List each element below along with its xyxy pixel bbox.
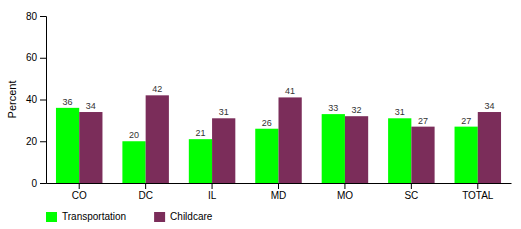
y-tick-mark bbox=[40, 100, 46, 101]
legend-label: Childcare bbox=[170, 211, 213, 222]
x-tick-label: MO bbox=[337, 190, 353, 201]
x-tick-mark bbox=[145, 183, 146, 189]
y-tick: 0 bbox=[31, 178, 46, 189]
x-tick-mark bbox=[477, 183, 478, 189]
data-label: 31 bbox=[395, 107, 405, 117]
bars bbox=[56, 95, 501, 183]
legend-item: Childcare bbox=[154, 211, 213, 222]
x-tick: MD bbox=[271, 183, 287, 201]
data-label: 34 bbox=[86, 101, 96, 111]
bar bbox=[122, 141, 145, 183]
bar bbox=[279, 97, 302, 183]
x-tick-label: MD bbox=[271, 190, 287, 201]
x-tick-label: DC bbox=[138, 190, 152, 201]
data-label: 42 bbox=[152, 84, 162, 94]
y-tick-label: 20 bbox=[26, 136, 38, 147]
y-tick-mark bbox=[40, 58, 46, 59]
y-tick: 80 bbox=[26, 11, 46, 22]
bar-series bbox=[79, 95, 501, 183]
data-label: 32 bbox=[352, 105, 362, 115]
bar bbox=[345, 116, 368, 183]
x-tick-label: CO bbox=[72, 190, 87, 201]
y-tick: 60 bbox=[26, 52, 46, 63]
x-tick: SC bbox=[404, 183, 418, 201]
y-tick-mark bbox=[40, 16, 46, 17]
x-tick: CO bbox=[72, 183, 87, 201]
y-tick: 40 bbox=[26, 94, 46, 105]
y-tick-label: 40 bbox=[26, 94, 38, 105]
legend-item: Transportation bbox=[46, 211, 126, 222]
bar bbox=[255, 129, 278, 183]
y-tick-label: 80 bbox=[26, 11, 38, 22]
x-tick-mark bbox=[212, 183, 213, 189]
bar-series bbox=[56, 108, 478, 183]
y-tick-mark bbox=[40, 183, 46, 184]
bar bbox=[189, 139, 212, 183]
y-axis-line bbox=[40, 17, 47, 184]
x-tick: IL bbox=[208, 183, 217, 201]
data-label: 34 bbox=[484, 101, 494, 111]
x-tick-mark bbox=[278, 183, 279, 189]
x-axis: CO DC IL MD MO SC TOTAL bbox=[47, 183, 512, 201]
bar bbox=[56, 108, 79, 183]
x-tick-mark bbox=[79, 183, 80, 189]
legend-swatch bbox=[154, 212, 165, 222]
x-tick-label: SC bbox=[404, 190, 418, 201]
bar bbox=[322, 114, 345, 183]
y-axis: 0 20 40 60 80 bbox=[26, 11, 47, 189]
bar bbox=[146, 95, 169, 183]
bar bbox=[79, 112, 102, 183]
data-label: 20 bbox=[129, 130, 139, 140]
bar bbox=[388, 118, 411, 183]
data-label: 31 bbox=[219, 107, 229, 117]
y-tick: 20 bbox=[26, 136, 46, 147]
chart-container: 0 20 40 60 80 CO DC IL MD MO SC TOTAL 36 20 21 26 33 31 27… bbox=[0, 0, 521, 229]
bar bbox=[411, 127, 434, 183]
x-tick: MO bbox=[337, 183, 353, 201]
data-label: 33 bbox=[328, 103, 338, 113]
x-tick-mark bbox=[411, 183, 412, 189]
x-tick: DC bbox=[138, 183, 152, 201]
chart-svg: 0 20 40 60 80 CO DC IL MD MO SC TOTAL 36 20 21 26 33 31 27… bbox=[0, 0, 521, 229]
x-tick-label: IL bbox=[208, 190, 217, 201]
data-labels: 36 20 21 26 33 31 27 34 42 31 41 32 27 34 bbox=[63, 84, 495, 140]
y-tick-label: 0 bbox=[31, 178, 37, 189]
y-tick-mark bbox=[40, 141, 46, 142]
legend-label: Transportation bbox=[62, 211, 126, 222]
data-label: 27 bbox=[418, 116, 428, 126]
data-label: 26 bbox=[262, 118, 272, 128]
x-tick-label: TOTAL bbox=[462, 190, 494, 201]
legend-swatch bbox=[46, 212, 57, 222]
legend: Transportation Childcare bbox=[46, 211, 213, 222]
x-tick: TOTAL bbox=[462, 183, 494, 201]
data-label: 21 bbox=[195, 128, 205, 138]
data-label: 27 bbox=[461, 116, 471, 126]
bar bbox=[478, 112, 501, 183]
x-tick-mark bbox=[344, 183, 345, 189]
bar bbox=[212, 118, 235, 183]
plot-area: 0 20 40 60 80 CO DC IL MD MO SC TOTAL 36 20 21 26 33 31 27… bbox=[26, 11, 512, 201]
y-tick-label: 60 bbox=[26, 52, 38, 63]
data-label: 36 bbox=[63, 97, 73, 107]
y-axis-title: Percent bbox=[6, 81, 18, 119]
bar bbox=[455, 127, 478, 183]
data-label: 41 bbox=[285, 86, 295, 96]
